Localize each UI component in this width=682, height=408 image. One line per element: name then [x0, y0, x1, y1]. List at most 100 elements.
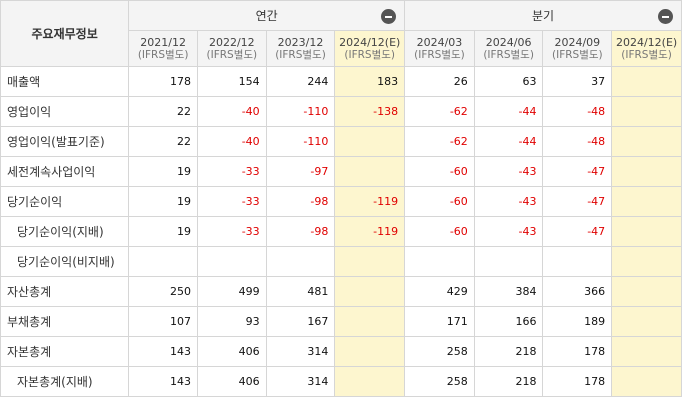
table-row: 영업이익 22 -40 -110 -138 -62 -44 -48 [0, 96, 682, 127]
table-cell: 314 [265, 366, 336, 397]
table-cell: 178 [542, 366, 613, 397]
quarter-collapse-icon[interactable] [658, 9, 673, 24]
table-cell [542, 246, 613, 277]
table-cell: 22 [128, 96, 198, 127]
table-cell: 107 [128, 306, 198, 337]
table-cell [611, 336, 682, 367]
period-date: 2024/03 [416, 35, 463, 49]
row-label: 자산총계 [0, 276, 130, 307]
table-cell: 314 [265, 336, 336, 367]
table-cell: -44 [473, 126, 544, 157]
table-cell [334, 276, 406, 307]
table-cell: 406 [196, 366, 267, 397]
table-cell: -110 [265, 126, 336, 157]
table-cell: 250 [128, 276, 198, 307]
table-cell: 26 [404, 66, 475, 97]
period-date: 2023/12 [277, 35, 324, 49]
period-standard: (IFRS별도) [621, 48, 672, 61]
table-cell: 499 [196, 276, 267, 307]
quarter-label: 분기 [532, 9, 555, 23]
table-cell: 183 [334, 66, 406, 97]
period-header: 2023/12 (IFRS별도) [265, 30, 336, 67]
table-cell [611, 66, 682, 97]
table-cell [611, 156, 682, 187]
period-header: 2024/12(E) (IFRS별도) [334, 30, 406, 67]
table-cell: -43 [473, 156, 544, 187]
row-label: 당기순이익 [0, 186, 130, 217]
table-cell: 93 [196, 306, 267, 337]
table-cell [334, 306, 406, 337]
table-cell [334, 336, 406, 367]
table-cell: 19 [128, 186, 198, 217]
table-cell: 218 [473, 366, 544, 397]
row-label: 영업이익(발표기준) [0, 126, 130, 157]
table-cell: -60 [404, 216, 475, 247]
row-label: 당기순이익(지배) [0, 216, 130, 247]
period-date: 2024/12(E) [615, 35, 678, 49]
table-corner-title: 주요재무정보 [0, 0, 130, 67]
table-cell: 218 [473, 336, 544, 367]
table-cell: -60 [404, 156, 475, 187]
table-cell [404, 246, 475, 277]
period-date: 2024/09 [554, 35, 601, 49]
table-cell: 167 [265, 306, 336, 337]
annual-collapse-icon[interactable] [381, 9, 397, 24]
row-label: 당기순이익(비지배) [0, 246, 130, 277]
table-cell: 22 [128, 126, 198, 157]
table-cell: 366 [542, 276, 613, 307]
table-cell: -47 [542, 156, 613, 187]
period-standard: (IFRS별도) [275, 48, 326, 61]
table-row: 자본총계 143 406 314 258 218 178 [0, 336, 682, 367]
period-standard: (IFRS별도) [552, 48, 603, 61]
table-cell: -43 [473, 216, 544, 247]
table-cell: -97 [265, 156, 336, 187]
table-cell: 37 [542, 66, 613, 97]
table-cell: 244 [265, 66, 336, 97]
table-cell: -98 [265, 186, 336, 217]
period-standard: (IFRS별도) [414, 48, 465, 61]
table-cell: -119 [334, 186, 406, 217]
table-cell [473, 246, 544, 277]
table-cell [611, 366, 682, 397]
period-header: 2022/12 (IFRS별도) [196, 30, 267, 67]
table-cell [334, 126, 406, 157]
table-cell: 19 [128, 156, 198, 187]
row-label: 자본총계(지배) [0, 366, 130, 397]
period-standard: (IFRS별도) [137, 48, 189, 61]
table-cell: -43 [473, 186, 544, 217]
row-label: 부채총계 [0, 306, 130, 337]
table-cell: -33 [196, 186, 267, 217]
row-label: 영업이익 [0, 96, 130, 127]
table-cell: 384 [473, 276, 544, 307]
period-standard: (IFRS별도) [206, 48, 258, 61]
period-header: 2024/03 (IFRS별도) [404, 30, 475, 67]
table-cell: 154 [196, 66, 267, 97]
row-label: 매출액 [0, 66, 130, 97]
table-cell: -48 [542, 126, 613, 157]
table-cell: -47 [542, 216, 613, 247]
table-cell: -40 [196, 96, 267, 127]
table-cell: 143 [128, 336, 198, 367]
period-header: 2024/06 (IFRS별도) [473, 30, 544, 67]
table-cell: -62 [404, 96, 475, 127]
table-cell [611, 306, 682, 337]
table-cell [265, 246, 336, 277]
table-cell: -33 [196, 156, 267, 187]
period-header: 2024/09 (IFRS별도) [542, 30, 613, 67]
table-cell [334, 366, 406, 397]
table-cell: 166 [473, 306, 544, 337]
table-cell: 143 [128, 366, 198, 397]
table-row: 영업이익(발표기준) 22 -40 -110 -62 -44 -48 [0, 126, 682, 157]
quarter-group-header: 분기 [404, 0, 682, 31]
table-cell: 189 [542, 306, 613, 337]
financial-summary-table: 주요재무정보 연간 분기 2021/12 (IFRS별도) 2022/12 (IFRS… [0, 0, 682, 397]
table-cell: -40 [196, 126, 267, 157]
table-cell: -138 [334, 96, 406, 127]
period-standard: (IFRS별도) [344, 48, 396, 61]
table-row: 당기순이익 19 -33 -98 -119 -60 -43 -47 [0, 186, 682, 217]
annual-label: 연간 [255, 9, 278, 23]
period-date: 2024/06 [485, 35, 532, 49]
table-row: 당기순이익(비지배) [0, 246, 682, 277]
table-cell: 178 [542, 336, 613, 367]
period-date: 2022/12 [208, 35, 255, 49]
